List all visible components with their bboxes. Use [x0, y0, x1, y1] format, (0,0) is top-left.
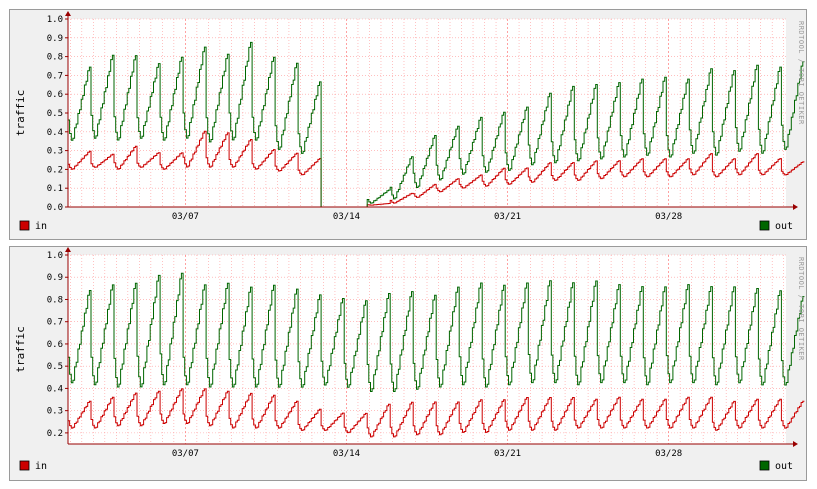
chart-panel-top: 0.0 0.1 0.2 0.3 0.4 0.5 0.6 0.7 0.8 0.9 1.0 03/07 03…	[9, 9, 807, 240]
legend-label-out: out	[775, 221, 793, 232]
y-tick-label: 0.4	[47, 384, 63, 394]
y-tick-label: 0.2	[47, 429, 63, 439]
y-tick-label: 0.9	[47, 273, 63, 283]
x-tick-label: 03/07	[172, 212, 199, 222]
legend-swatch-out	[759, 460, 770, 471]
series-line-in	[68, 388, 805, 438]
legend-swatch-in	[19, 460, 30, 471]
y-tick-label: 0.6	[47, 340, 63, 350]
y-tick-label: 0.9	[47, 34, 63, 44]
y-axis-label: traffic	[14, 326, 27, 372]
y-axis-label: traffic	[14, 90, 27, 136]
y-tick-label: 0.3	[47, 407, 63, 417]
y-tick-label: 0.8	[47, 53, 63, 63]
y-tick-label: 0.6	[47, 90, 63, 100]
y-axis-arrow	[65, 247, 71, 252]
legend-swatch-out	[759, 220, 770, 231]
y-tick-label: 0.5	[47, 362, 63, 372]
y-tick-label: 0.4	[47, 128, 63, 138]
legend-label-in: in	[35, 221, 47, 232]
traffic-chart-bottom: 0.2 0.3 0.4 0.5 0.6 0.7 0.8 0.9 1.0 03/07 03/14 03/…	[14, 247, 805, 472]
legend-swatch-in	[19, 220, 30, 231]
y-tick-label: 0.0	[47, 203, 63, 213]
x-tick-label: 03/07	[172, 449, 199, 459]
series-line-out	[68, 41, 805, 208]
series-line-out	[68, 272, 805, 392]
chart-panel-bottom: 0.2 0.3 0.4 0.5 0.6 0.7 0.8 0.9 1.0 03/07 03/14 03/…	[9, 246, 807, 481]
x-tick-label: 03/14	[333, 449, 360, 459]
y-tick-label: 0.3	[47, 147, 63, 157]
x-tick-label: 03/28	[655, 212, 682, 222]
legend-label-out: out	[775, 461, 793, 472]
x-axis-arrow	[793, 204, 798, 210]
legend-label-in: in	[35, 461, 47, 472]
x-axis-arrow	[793, 441, 798, 447]
y-tick-label: 0.5	[47, 109, 63, 119]
rrdtool-watermark: RRDTOOL / TOBI OETIKER	[797, 257, 805, 361]
x-tick-label: 03/21	[494, 449, 521, 459]
y-tick-label: 0.7	[47, 71, 63, 81]
x-tick-label: 03/14	[333, 212, 360, 222]
rrdtool-watermark: RRDTOOL / TOBI OETIKER	[797, 21, 805, 125]
x-tick-label: 03/28	[655, 449, 682, 459]
y-axis-arrow	[65, 11, 71, 16]
traffic-chart-top: 0.0 0.1 0.2 0.3 0.4 0.5 0.6 0.7 0.8 0.9 1.0 03/07 03…	[14, 11, 805, 232]
y-tick-label: 0.8	[47, 295, 63, 305]
y-tick-label: 1.0	[47, 15, 63, 25]
x-tick-label: 03/21	[494, 212, 521, 222]
y-tick-label: 0.1	[47, 184, 63, 194]
y-tick-label: 0.7	[47, 318, 63, 328]
series-line-in	[68, 130, 805, 208]
y-tick-label: 1.0	[47, 251, 63, 261]
y-tick-label: 0.2	[47, 165, 63, 175]
